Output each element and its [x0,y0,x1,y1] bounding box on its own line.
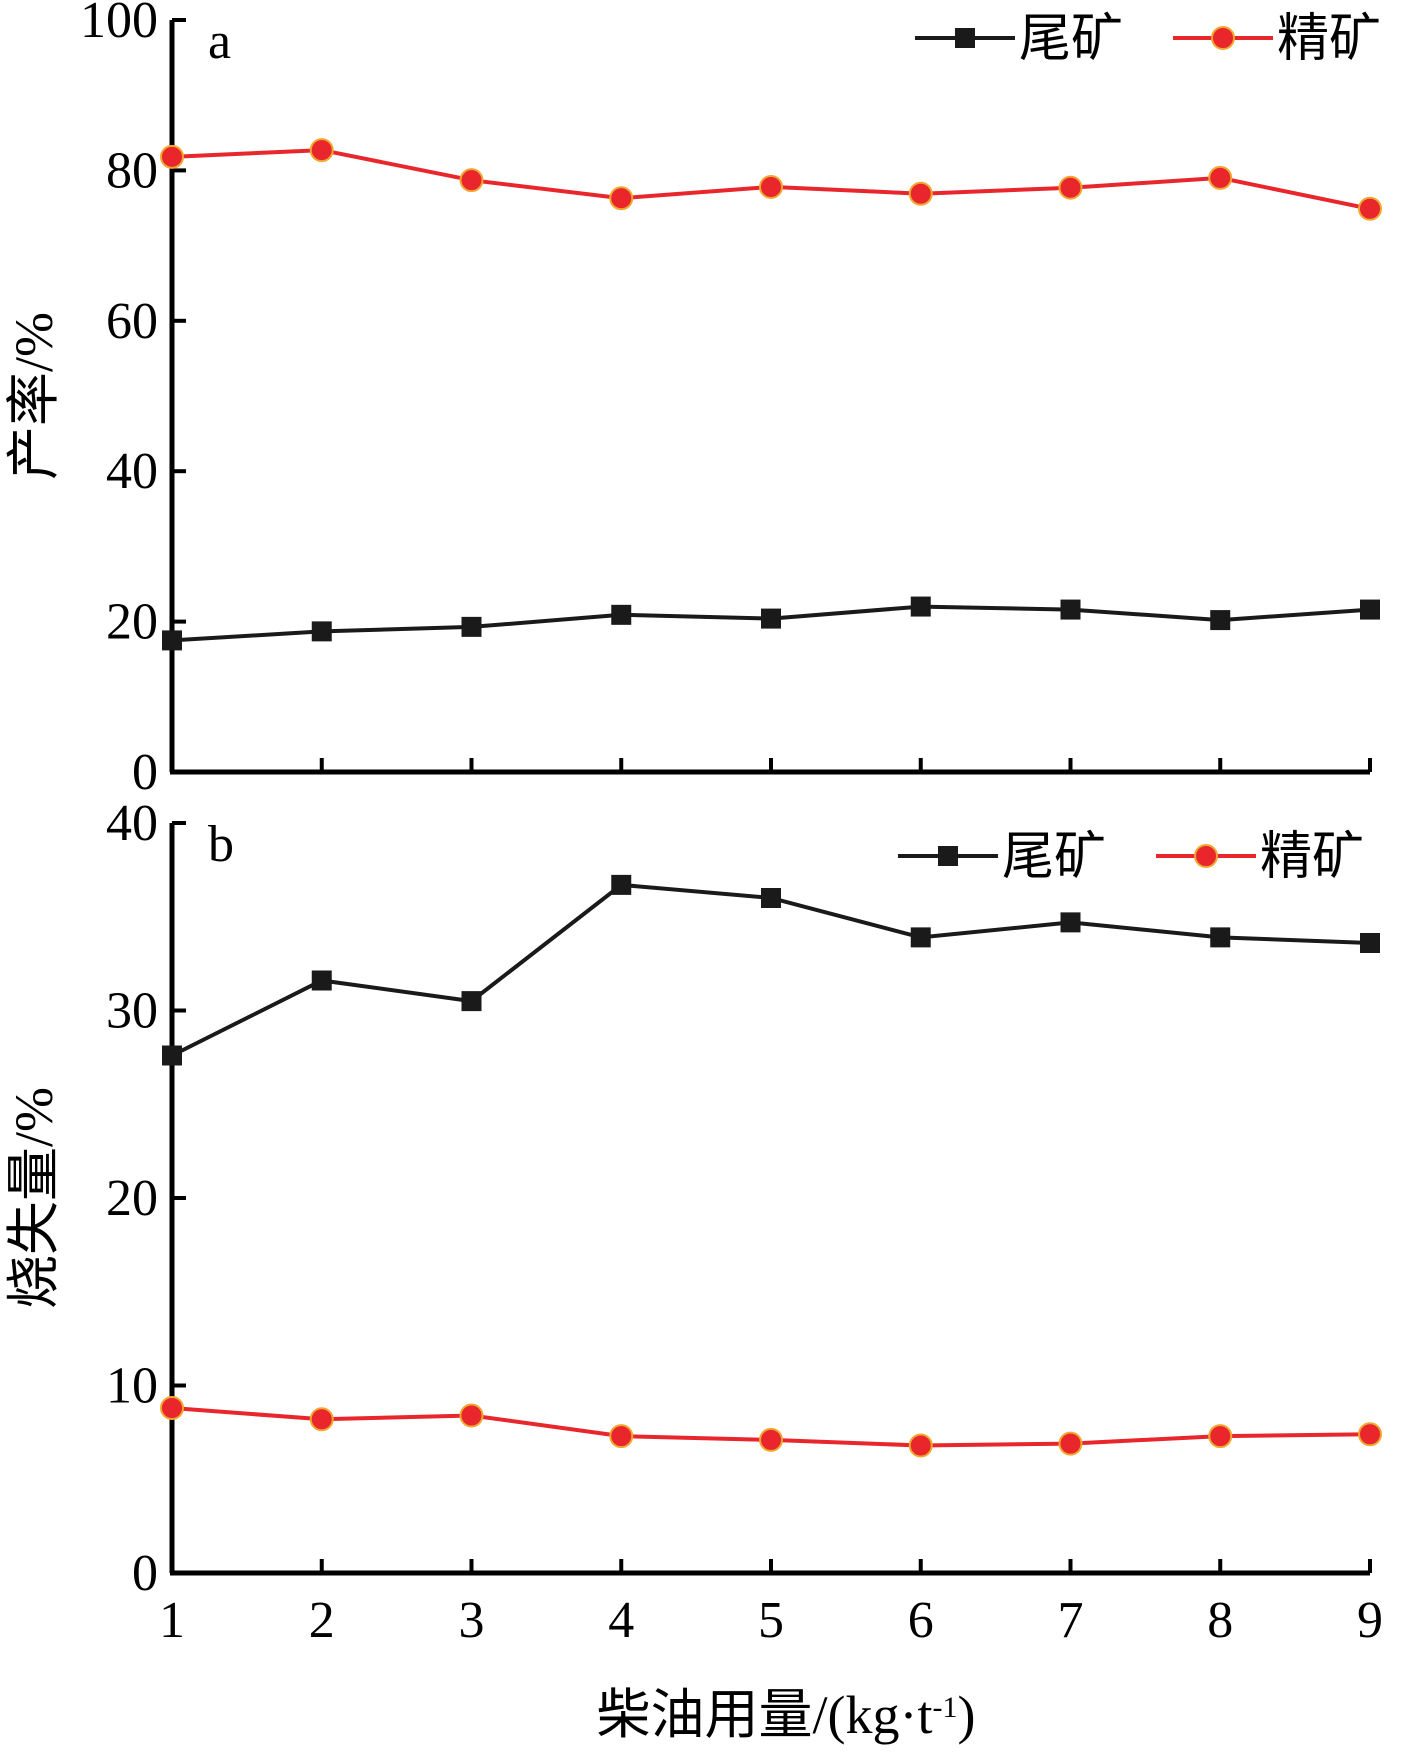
panel-a-y-tick-label: 20 [106,594,158,651]
panel-b-y-tick-label: 40 [106,795,158,852]
panel-b-x-tick-label: 8 [1207,1592,1233,1649]
panel-a-series-2-point [309,138,334,163]
panel-b-series-2-point [1058,1431,1083,1456]
panel-a-series-1-point [461,616,482,637]
panel-b-series-1-point [311,970,332,991]
panel-a-y-tick-label: 80 [106,142,158,199]
panel-a-series-1-point [611,604,632,625]
panel-b-x-axis-label: 柴油用量/(kg·t-1) [597,1685,976,1745]
panel-b-y-tick-label: 0 [132,1545,158,1602]
panel-b-series-2-point [609,1424,634,1449]
panel-b-x-tick-label: 4 [608,1592,634,1649]
panel-a-y-tick-label: 100 [80,0,158,49]
panel-a-letter: a [208,13,231,70]
panel-a-legend-label-1: 尾矿 [1019,11,1123,68]
panel-b-y-tick-label: 30 [106,983,158,1040]
panel-a-y-tick-label: 0 [132,744,158,801]
panel-b-x-tick-label: 5 [758,1592,784,1649]
panel-a-legend-marker-2 [1211,26,1235,50]
panel-a-series-1-point [761,608,781,629]
panel-b-legend-marker-2 [1194,844,1218,868]
panel-a-y-tick-label: 40 [106,443,158,500]
panel-b-series-2-point [309,1407,334,1432]
panel-b-x-tick-label: 7 [1058,1592,1084,1649]
panel-a-series-2-point [759,174,783,199]
panel-b-series-2-point [759,1427,783,1452]
panel-b-series-1-point [761,888,781,908]
panel-b-series-2-point [908,1433,933,1458]
panel-b-y-tick-label: 10 [106,1358,158,1415]
panel-a-y-axis-label: 产率/% [4,312,64,480]
panel-b-x-tick-label: 6 [908,1592,934,1649]
panel-b-series-1-point [1060,912,1081,933]
panel-b-series-1-point [910,927,931,948]
panel-b-x-tick-label: 1 [159,1592,185,1649]
panel-b-series-1-point [1360,933,1380,953]
panel-b-series-2-point [1358,1422,1382,1447]
panel-a-legend-label-2: 精矿 [1277,11,1381,68]
panel-b-series-1-point [461,991,482,1012]
panel-a-series-2-point [908,181,933,206]
panel-b-y-tick-label: 20 [106,1170,158,1227]
panel-a-series-2-point [160,144,184,169]
panel-b-letter: b [208,816,234,873]
panel-a-series-1-point [311,621,332,642]
panel-b-legend-label-1: 尾矿 [1002,829,1106,886]
panel-a-series-1-point [1210,610,1231,631]
panel-b-legend-label-2: 精矿 [1260,829,1364,886]
panel-a-series-2-point [1208,165,1233,190]
panel-a-series-2-point [609,186,634,211]
panel-b-series-2-point [160,1396,184,1420]
panel-a-series-1-point [910,596,931,617]
panel-a-legend-marker-1 [955,28,975,48]
panel-b-legend-marker-1 [938,846,958,866]
panel-a-series-2-point [1058,175,1083,200]
panel-a-y-tick-label: 60 [106,293,158,350]
panel-b-x-tick-label: 3 [459,1592,485,1649]
panel-b-x-tick-label: 2 [309,1592,335,1649]
panel-a-series-1-point [1060,599,1081,620]
panel-a-series-2-point [1358,196,1382,221]
panel-b-x-tick-label: 9 [1357,1592,1383,1649]
panel-b-series-1-point [1210,927,1231,948]
panel-b-series-2-point [1208,1424,1233,1449]
panel-a-series-1-point [1360,599,1380,620]
panel-b-series-line-1 [171,882,1371,1058]
panel-a-series-1-point [162,630,182,651]
panel-b-series-2-point [459,1403,484,1428]
panel-b-series-1-point [611,874,632,895]
panel-b-y-axis-label: 烧失量/% [4,1087,64,1309]
panel-b-series-1-point [162,1045,182,1066]
panel-a-series-2-point [459,168,484,193]
